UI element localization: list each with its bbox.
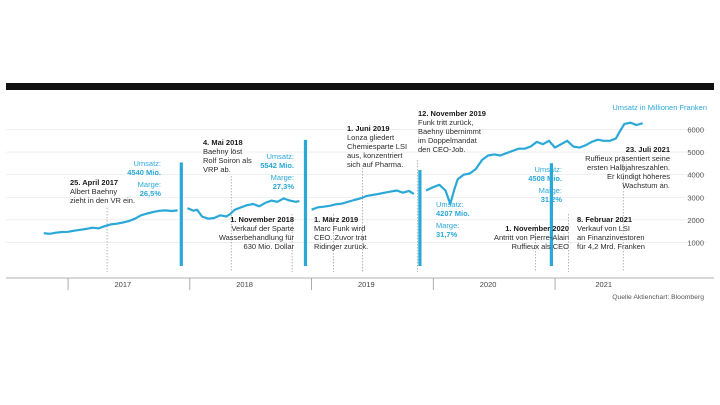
event-text: Funk tritt zurück,	[418, 118, 473, 127]
margin-label: Marge:	[436, 221, 459, 230]
event-date: 25. April 2017	[70, 178, 118, 187]
margin-value: 31,7%	[436, 230, 458, 239]
revenue-bar	[303, 139, 308, 266]
y-tick-label: 1000	[687, 238, 704, 247]
event-text: VRP ab.	[203, 165, 231, 174]
margin-label: Marge:	[138, 180, 161, 189]
event-text: an Finanzinvestoren	[577, 233, 645, 242]
event-text: Ruffieux als CEO	[512, 242, 570, 251]
year-label: 2019	[358, 280, 375, 289]
event-date: 12. November 2019	[418, 109, 486, 118]
top-black-bar	[6, 83, 714, 90]
revenue-label: Umsatz:	[266, 152, 294, 161]
event-text: aus, konzentriert	[347, 151, 403, 160]
revenue-label: Umsatz:	[534, 165, 562, 174]
event-text: ersten Halbjahreszahlen.	[587, 163, 670, 172]
event-text: CEO. Zuvor trat	[314, 233, 367, 242]
y-tick-label: 5000	[687, 148, 704, 157]
event-text: den CEO-Job.	[418, 145, 466, 154]
series-path	[43, 209, 178, 235]
revenue-value: 4508 Mio.	[528, 174, 562, 183]
event-date: 4. Mai 2018	[203, 138, 243, 147]
series-path	[186, 197, 300, 220]
series-path	[425, 121, 644, 206]
year-label: 2018	[236, 280, 253, 289]
revenue-bars	[179, 139, 553, 266]
event-date: 1. November 2018	[230, 215, 294, 224]
margin-value: 26,5%	[140, 189, 162, 198]
event-date: 1. Juni 2019	[347, 124, 390, 133]
event-text: Marc Funk wird	[314, 224, 365, 233]
source-note: Quelle Aktienchart: Bloomberg	[612, 294, 704, 301]
y-axis-ticks: 1000 2000 3000 4000 5000 6000	[687, 126, 704, 248]
y-tick-label: 3000	[687, 193, 704, 202]
revenue-bar-labels: Umsatz:4540 Mio.Marge:26,5%Umsatz:5542 M…	[127, 152, 562, 239]
event-text: Baehny übernimmt	[418, 127, 482, 136]
event-text: Wachstum an.	[622, 181, 670, 190]
year-label: 2017	[115, 280, 132, 289]
event-text: Chemiesparte LSI	[347, 142, 407, 151]
series-line	[43, 121, 644, 235]
event-text: Antritt von Pierre-Alain	[494, 233, 569, 242]
revenue-label: Umsatz:	[436, 200, 464, 209]
event-text: im Doppelmandat	[418, 136, 478, 145]
event-date: 1. März 2019	[314, 215, 358, 224]
event-text: Verkauf von LSI	[577, 224, 630, 233]
event-text: Baehny löst	[203, 147, 243, 156]
margin-label: Marge:	[271, 173, 294, 182]
event-text: für 4,2 Mrd. Franken	[577, 242, 645, 251]
revenue-label: Umsatz:	[133, 159, 161, 168]
margin-value: 31,2%	[541, 195, 563, 204]
event-text: Er kündigt höheres	[607, 172, 670, 181]
year-separators	[67, 278, 556, 290]
year-labels: 2017 2018 2019 2020 2021	[115, 280, 613, 289]
year-label: 2021	[595, 280, 612, 289]
revenue-bar	[418, 170, 422, 266]
y-tick-label: 4000	[687, 171, 704, 180]
revenue-value: 5542 Mio.	[260, 161, 294, 170]
margin-value: 27,3%	[273, 182, 295, 191]
event-text: Wasserbehandlung für	[219, 233, 295, 242]
y-tick-label: 6000	[687, 126, 704, 135]
year-label: 2020	[480, 280, 497, 289]
revenue-bar	[179, 162, 183, 266]
event-text: zieht in den VR ein.	[70, 196, 135, 205]
event-text: sich auf Pharma.	[347, 160, 403, 169]
event-text: Ridinger zurück.	[314, 242, 368, 251]
revenue-value: 4207 Mio.	[436, 209, 470, 218]
event-date: 8. Februar 2021	[577, 215, 632, 224]
event-date: 1. November 2020	[505, 224, 569, 233]
event-text: Verkauf der Sparte	[231, 224, 294, 233]
series-path	[311, 189, 415, 211]
revenue-bar	[549, 163, 553, 266]
event-text: Lonza gliedert	[347, 133, 395, 142]
event-text: 630 Mio. Dollar	[244, 242, 295, 251]
event-text: Rolf Soiron als	[203, 156, 252, 165]
margin-label: Marge:	[539, 186, 562, 195]
gridlines	[6, 129, 706, 243]
event-text: Ruffieux präsentiert seine	[585, 154, 670, 163]
revenue-value: 4540 Mio.	[127, 168, 161, 177]
event-date: 23. Juli 2021	[626, 145, 670, 154]
unit-label: Umsatz in Millionen Franken	[612, 103, 707, 112]
event-text: Albert Baehny	[70, 187, 117, 196]
y-tick-label: 2000	[687, 216, 704, 225]
